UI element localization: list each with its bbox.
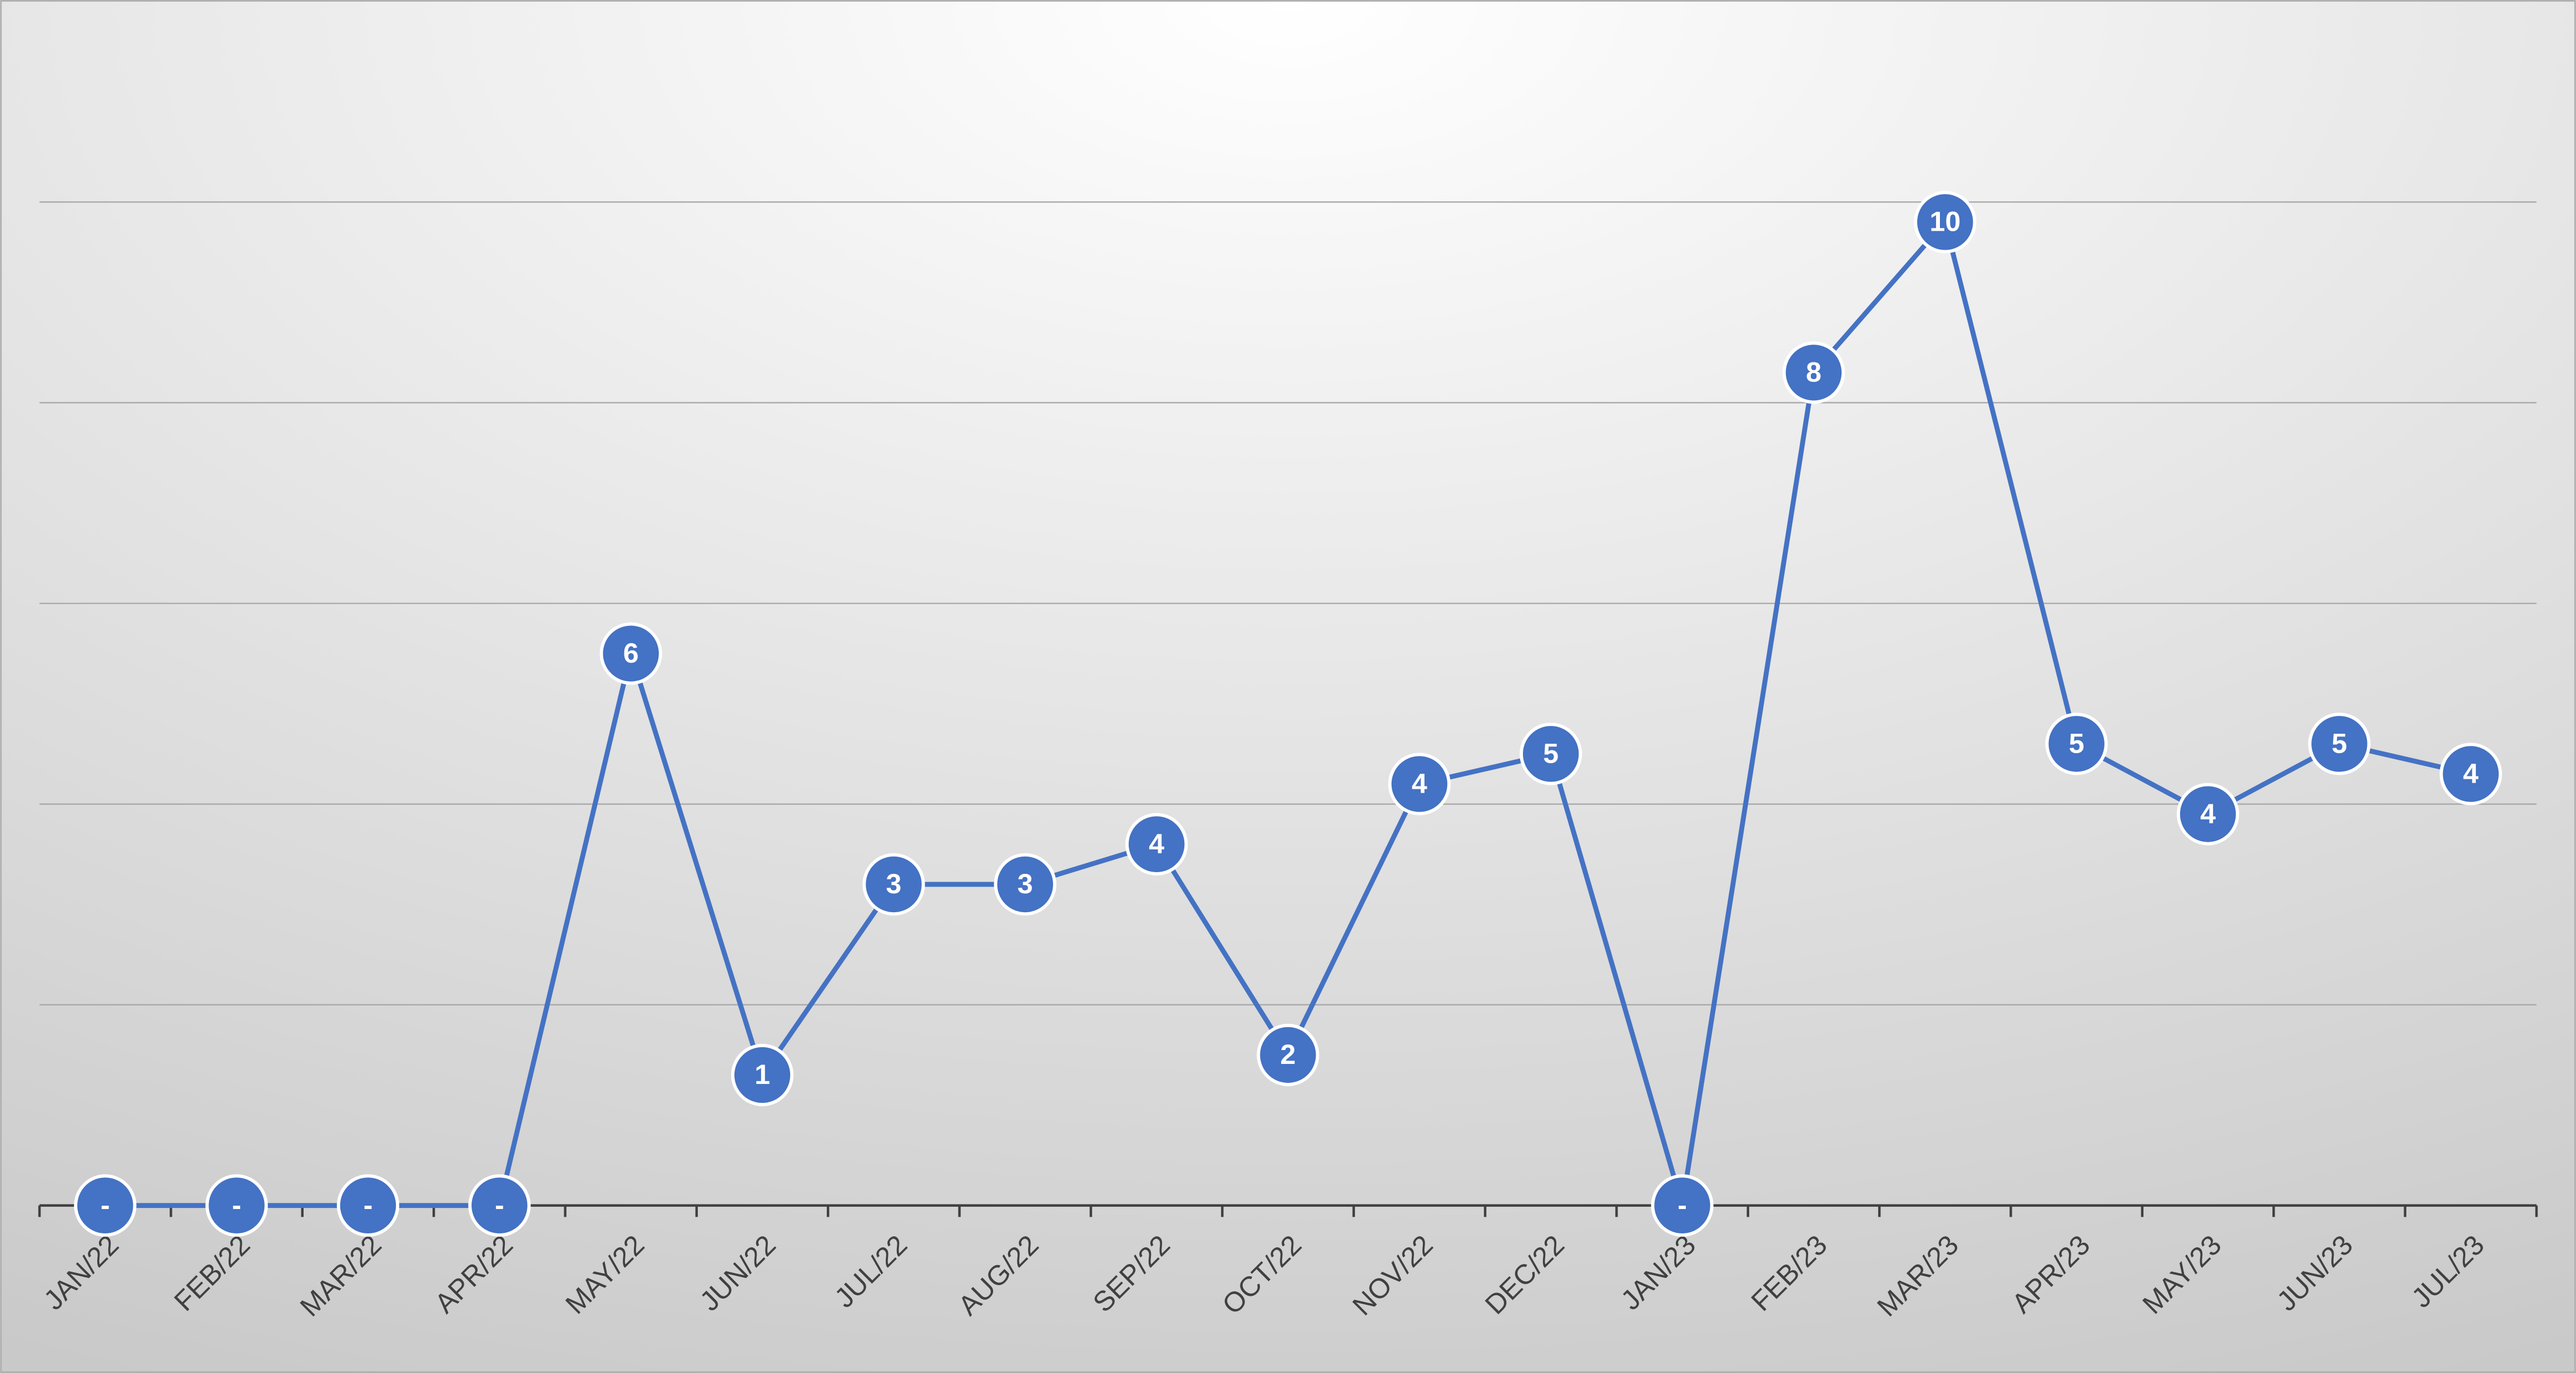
data-label: 4 [2463,758,2479,789]
data-label: 1 [755,1059,770,1090]
data-label: 10 [1929,206,1960,237]
data-point [1257,1023,1319,1086]
data-label: - [1677,1190,1687,1221]
data-point [1388,753,1451,815]
data-point [205,1174,268,1237]
data-point [74,1174,137,1237]
data-label: 4 [1412,768,1427,799]
data-point [1125,813,1188,875]
data-point [1914,191,1977,253]
data-label: 8 [1806,357,1821,388]
data-point [862,853,925,916]
data-point [1520,723,1582,785]
data-point [1782,341,1845,404]
data-label: - [101,1190,110,1221]
data-label: 3 [886,868,901,899]
data-point [599,622,662,685]
data-point [468,1174,531,1237]
data-label: 5 [1543,738,1558,769]
data-point [2439,743,2502,805]
data-point [2308,713,2371,775]
data-point [994,853,1056,916]
data-label: 5 [2069,728,2084,759]
data-label: 2 [1280,1039,1296,1070]
data-label: 3 [1018,868,1033,899]
data-label: 4 [2200,798,2216,829]
data-label: - [495,1190,504,1221]
data-point [2176,783,2240,845]
data-label: 5 [2331,728,2347,759]
data-point [731,1043,794,1107]
data-label: 6 [623,638,639,669]
data-label: 4 [1149,828,1164,859]
data-label: - [364,1190,373,1221]
data-label: - [232,1190,241,1221]
data-point [336,1174,400,1237]
data-point [1651,1174,1714,1237]
data-point [2045,713,2108,775]
